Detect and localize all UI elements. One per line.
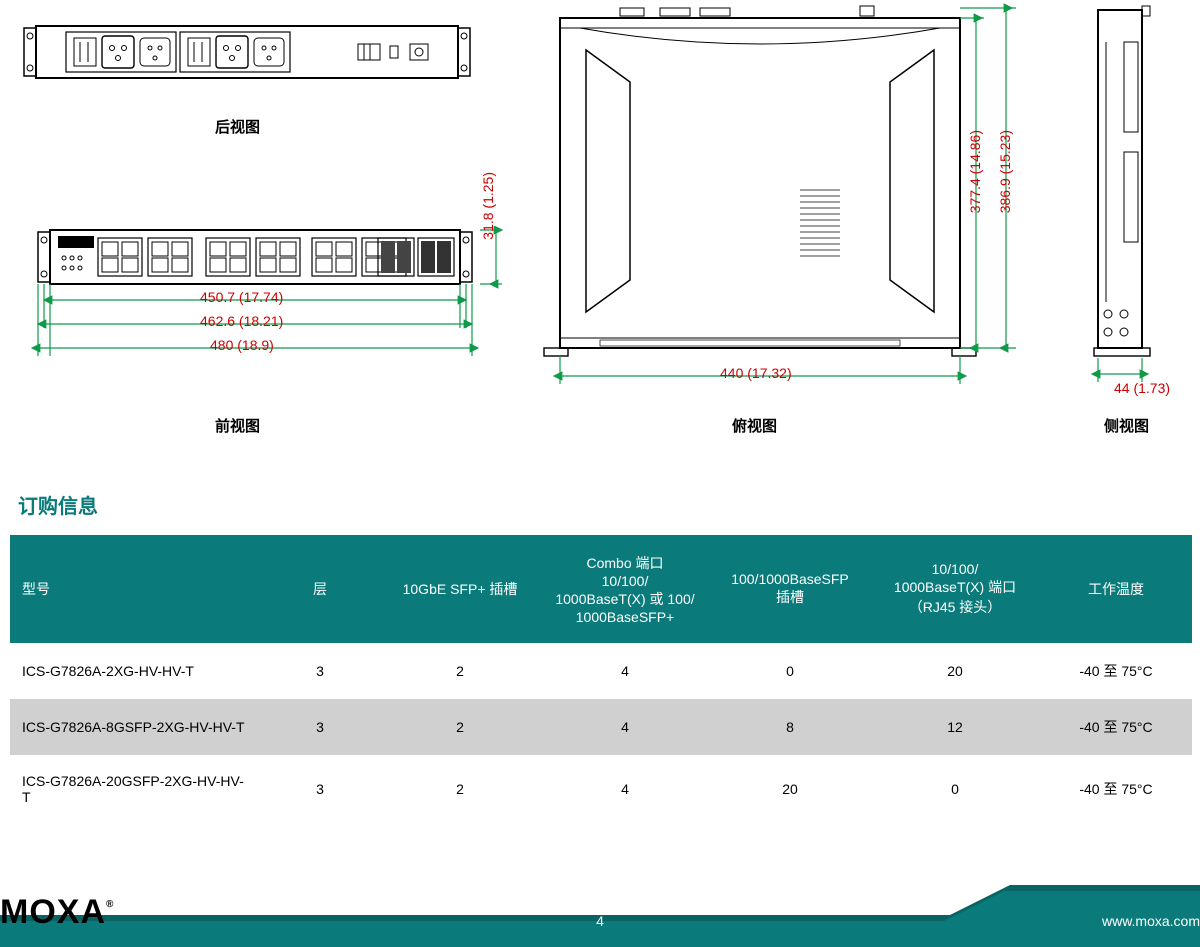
table-header: 型号层10GbE SFP+ 插槽Combo 端口10/100/1000BaseT… bbox=[10, 535, 1192, 643]
rear-view-label: 后视图 bbox=[215, 116, 260, 137]
dim-31-8: 31.8 (1.25) bbox=[480, 172, 496, 240]
table-cell: 20 bbox=[870, 643, 1040, 699]
dim-450-7: 450.7 (17.74) bbox=[200, 289, 283, 305]
table-cell: 0 bbox=[870, 755, 1040, 823]
side-view-label: 侧视图 bbox=[1104, 415, 1149, 436]
ordering-table: 型号层10GbE SFP+ 插槽Combo 端口10/100/1000BaseT… bbox=[10, 535, 1192, 823]
table-cell: 2 bbox=[380, 643, 540, 699]
table-cell: ICS-G7826A-20GSFP-2XG-HV-HV-T bbox=[10, 755, 260, 823]
table-row: ICS-G7826A-20GSFP-2XG-HV-HV-T324200-40 至… bbox=[10, 755, 1192, 823]
page-number: 4 bbox=[596, 913, 604, 929]
table-cell: 4 bbox=[540, 755, 710, 823]
table-cell: 0 bbox=[710, 643, 870, 699]
technical-drawings: 后视图 bbox=[0, 0, 1200, 460]
table-cell: 8 bbox=[710, 699, 870, 755]
table-col-header: 100/1000BaseSFP插槽 bbox=[710, 535, 870, 643]
page-footer: MOXA® 4 www.moxa.com bbox=[0, 885, 1200, 947]
table-cell: 2 bbox=[380, 755, 540, 823]
table-cell: 4 bbox=[540, 699, 710, 755]
dim-44: 44 (1.73) bbox=[1114, 380, 1170, 396]
table-col-header: 工作温度 bbox=[1040, 535, 1192, 643]
table-cell: -40 至 75°C bbox=[1040, 643, 1192, 699]
top-view-drawing bbox=[540, 0, 1030, 405]
dim-377-4: 377.4 (14.86) bbox=[967, 130, 983, 213]
footer-url: www.moxa.com bbox=[1102, 913, 1200, 929]
table-cell: ICS-G7826A-8GSFP-2XG-HV-HV-T bbox=[10, 699, 260, 755]
top-view-label: 俯视图 bbox=[732, 415, 777, 436]
side-view-drawing bbox=[1080, 2, 1200, 407]
table-cell: 3 bbox=[260, 643, 380, 699]
table-col-header: 型号 bbox=[10, 535, 260, 643]
order-info-title: 订购信息 bbox=[18, 490, 1200, 519]
table-row: ICS-G7826A-8GSFP-2XG-HV-HV-T324812-40 至 … bbox=[10, 699, 1192, 755]
table-cell: 20 bbox=[710, 755, 870, 823]
dim-386-9: 386.9 (15.23) bbox=[997, 130, 1013, 213]
table-cell: 2 bbox=[380, 699, 540, 755]
table-cell: -40 至 75°C bbox=[1040, 699, 1192, 755]
table-cell: ICS-G7826A-2XG-HV-HV-T bbox=[10, 643, 260, 699]
table-col-header: 层 bbox=[260, 535, 380, 643]
dim-480: 480 (18.9) bbox=[210, 337, 274, 353]
table-cell: 3 bbox=[260, 755, 380, 823]
table-col-header: Combo 端口10/100/1000BaseT(X) 或 100/1000Ba… bbox=[540, 535, 710, 643]
front-view-drawing bbox=[18, 226, 518, 391]
dim-462-6: 462.6 (18.21) bbox=[200, 313, 283, 329]
table-cell: -40 至 75°C bbox=[1040, 755, 1192, 823]
brand-logo: MOXA® bbox=[0, 893, 114, 932]
rear-view-drawing bbox=[18, 8, 478, 99]
table-col-header: 10GbE SFP+ 插槽 bbox=[380, 535, 540, 643]
table-cell: 3 bbox=[260, 699, 380, 755]
table-cell: 12 bbox=[870, 699, 1040, 755]
dim-440: 440 (17.32) bbox=[720, 365, 792, 381]
table-col-header: 10/100/1000BaseT(X) 端口（RJ45 接头） bbox=[870, 535, 1040, 643]
table-cell: 4 bbox=[540, 643, 710, 699]
table-row: ICS-G7826A-2XG-HV-HV-T324020-40 至 75°C bbox=[10, 643, 1192, 699]
front-view-label: 前视图 bbox=[215, 415, 260, 436]
